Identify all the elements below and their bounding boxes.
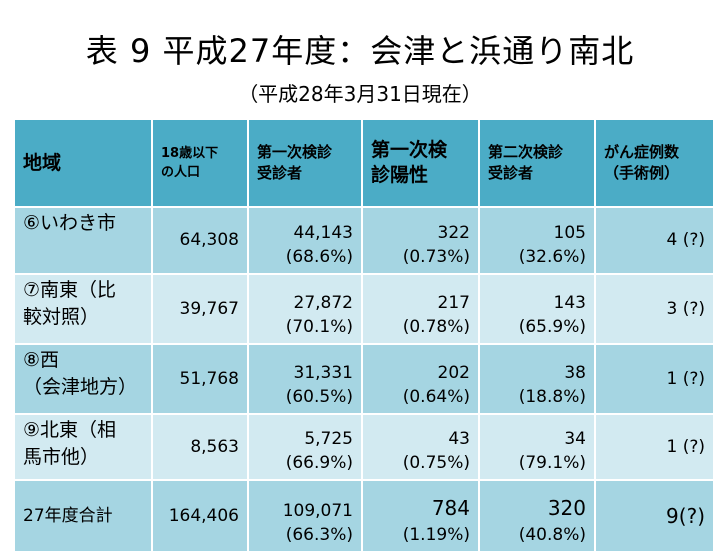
table-row: ⑧西 （会津地方） 51,768 31,331 (60.5%) 202 (0.6… [13,343,715,415]
population-cell: 164,406 [151,479,249,553]
header-first-exam: 第一次検診 受診者 [247,118,363,208]
table-row: ⑨北東（相 馬市他） 8,563 5,725 (66.9%) 43 (0.75%… [13,413,715,481]
first-exam-cell: 27,872 (70.1%) [247,273,363,345]
cancer-cell: 1 (?) [594,413,715,481]
table-row-total: 27年度合計 164,406 109,071 (66.3%) 784 (1.19… [13,479,715,553]
first-exam-cell: 31,331 (60.5%) [247,343,363,415]
population-cell: 39,767 [151,273,249,345]
positive-cell: 217 (0.78%) [361,273,480,345]
population-cell: 51,768 [151,343,249,415]
slide-title: 表 9 平成27年度：会津と浜通り南北 [85,32,635,70]
table-row: ⑦南東（比 較対照） 39,767 27,872 (70.1%) 217 (0.… [13,273,715,345]
thyroid-exam-table: 地域 18歳以下 の人口 第一次検診 受診者 第一次検 診陽性 第二次検診 受診… [13,118,715,553]
slide-subtitle: （平成28年3月31日現在） [238,82,482,106]
positive-cell: 322 (0.73%) [361,206,480,275]
cancer-cell: 1 (?) [594,343,715,415]
cancer-cell: 3 (?) [594,273,715,345]
table-row: ⑥いわき市 64,308 44,143 (68.6%) 322 (0.73%) … [13,206,715,275]
region-cell: ⑧西 （会津地方） [13,343,153,415]
header-cancer-cases: がん症例数 （手術例） [594,118,715,208]
table-header-row: 地域 18歳以下 の人口 第一次検診 受診者 第一次検 診陽性 第二次検診 受診… [13,118,715,208]
region-cell: ⑨北東（相 馬市他） [13,413,153,481]
header-positive: 第一次検 診陽性 [361,118,480,208]
second-exam-cell: 105 (32.6%) [478,206,596,275]
second-exam-cell: 143 (65.9%) [478,273,596,345]
population-cell: 8,563 [151,413,249,481]
second-exam-cell: 34 (79.1%) [478,413,596,481]
region-cell: 27年度合計 [13,479,153,553]
second-exam-cell: 38 (18.8%) [478,343,596,415]
population-cell: 64,308 [151,206,249,275]
positive-cell: 202 (0.64%) [361,343,480,415]
region-cell: ⑦南東（比 較対照） [13,273,153,345]
second-exam-cell: 320 (40.8%) [478,479,596,553]
first-exam-cell: 5,725 (66.9%) [247,413,363,481]
cancer-cell: 9(?) [594,479,715,553]
region-cell: ⑥いわき市 [13,206,153,275]
first-exam-cell: 109,071 (66.3%) [247,479,363,553]
first-exam-cell: 44,143 (68.6%) [247,206,363,275]
positive-cell: 43 (0.75%) [361,413,480,481]
header-population: 18歳以下 の人口 [151,118,249,208]
positive-cell: 784 (1.19%) [361,479,480,553]
header-second-exam: 第二次検診 受診者 [478,118,596,208]
header-region: 地域 [13,118,153,208]
cancer-cell: 4 (?) [594,206,715,275]
